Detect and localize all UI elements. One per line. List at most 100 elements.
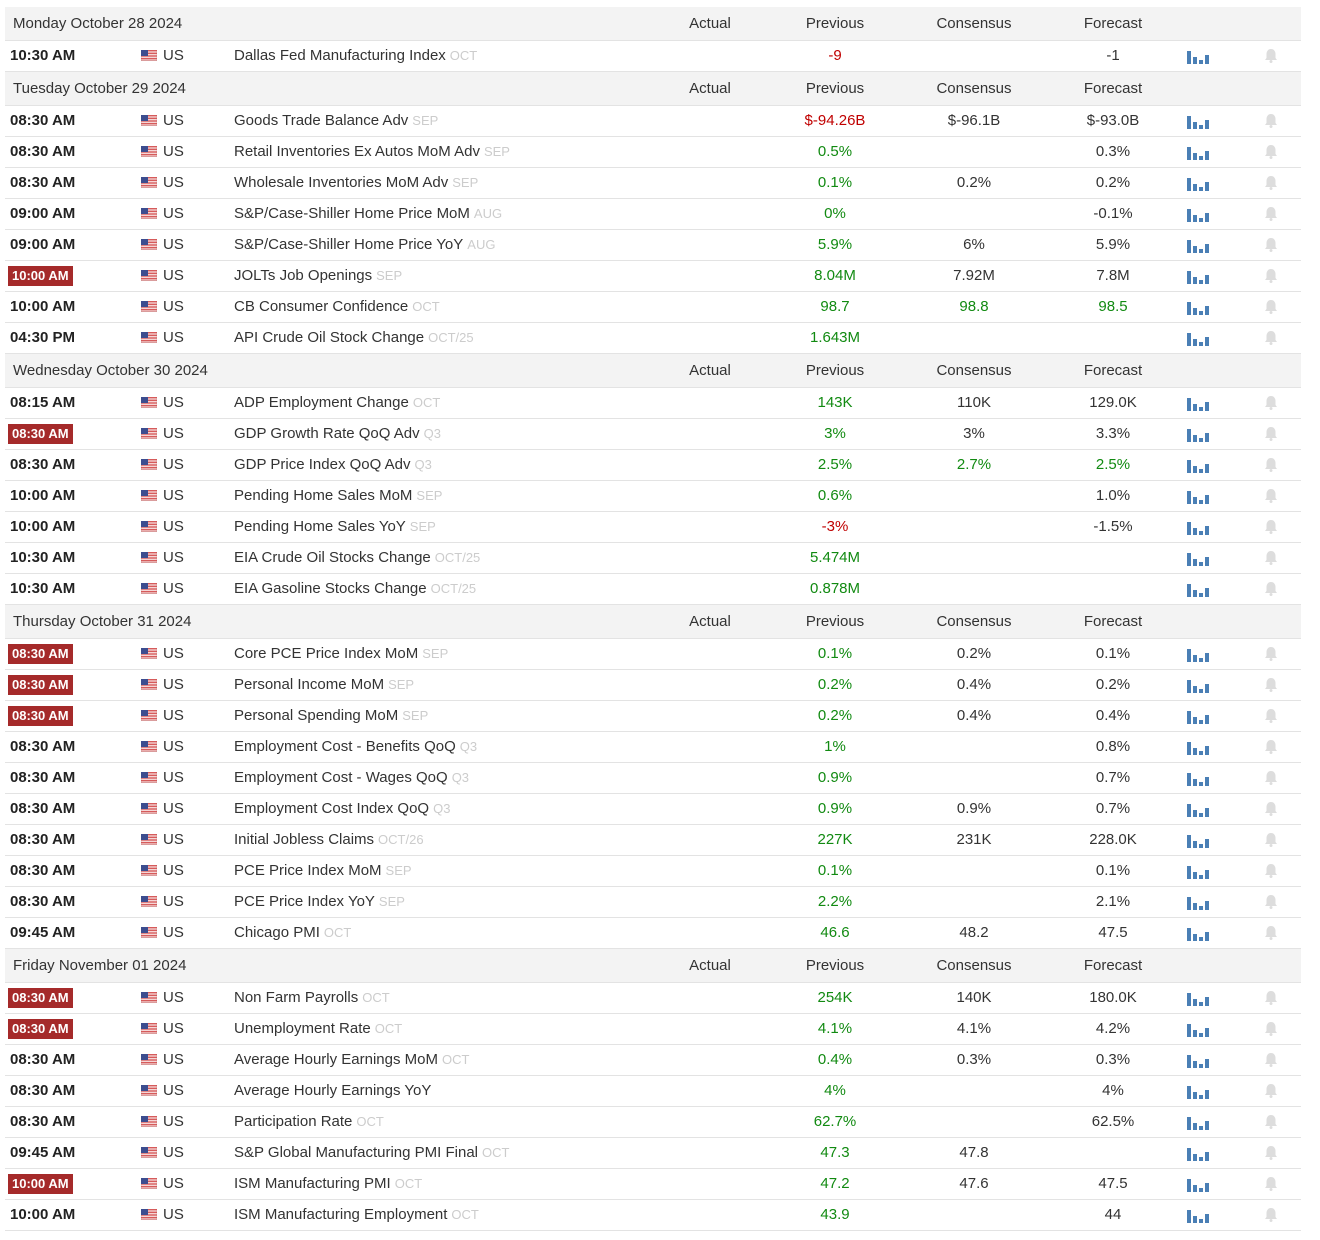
previous-value: 254K [817, 989, 853, 1006]
sparkline [1187, 491, 1209, 504]
event-period: Q3 [414, 457, 432, 472]
us-flag [141, 1147, 157, 1158]
event-row: 08:30 AM US Core PCE Price Index MoM SEP 0.1… [5, 639, 1301, 670]
column-header: Previous [805, 362, 865, 379]
event-time: 10:30 AM [10, 580, 76, 597]
event-row: 10:30 AM US Dallas Fed Manufacturing Index… [5, 41, 1301, 72]
column-header: Actual [689, 80, 731, 97]
forecast-value: -1.5% [1093, 518, 1133, 535]
event-title: API Crude Oil Stock Change [234, 329, 425, 346]
previous-value: 0.1% [817, 645, 853, 662]
event-name: GDP Growth Rate QoQ Adv Q3 [234, 419, 441, 449]
event-title: Non Farm Payrolls [234, 989, 359, 1006]
sparkline [1187, 333, 1209, 346]
alert-bell [1265, 1146, 1277, 1160]
forecast-value: 0.8% [1095, 738, 1131, 755]
previous-value: -3% [821, 518, 849, 535]
previous-value: 1% [824, 738, 846, 755]
country: US [163, 205, 184, 222]
day-title: Monday October 28 2024 [13, 15, 183, 32]
country: US [163, 394, 184, 411]
event-title: Dallas Fed Manufacturing Index [234, 47, 446, 64]
event-title: ISM Manufacturing PMI [234, 1175, 391, 1192]
forecast-value: 0.1% [1095, 862, 1131, 879]
event-name: PCE Price Index MoM SEP [234, 856, 412, 886]
country: US [163, 924, 184, 941]
us-flag [141, 1085, 157, 1096]
sparkline [1187, 460, 1209, 473]
event-period: Q3 [451, 770, 470, 785]
us-flag [141, 301, 157, 312]
event-name: Personal Income MoM SEP [234, 670, 414, 700]
day-header: Wednesday October 30 2024 Actual Previous C… [5, 354, 1301, 388]
column-header: Forecast [1083, 957, 1143, 974]
sparkline [1187, 178, 1209, 191]
event-period: OCT/25 [428, 330, 474, 345]
event-time: 10:30 AM [10, 47, 76, 64]
sparkline [1187, 429, 1209, 442]
event-name: Wholesale Inventories MoM Adv SEP [234, 168, 478, 198]
event-row: 08:30 AM US Average Hourly Earnings MoM OCT… [5, 1045, 1301, 1076]
event-title: Employment Cost Index QoQ [234, 800, 430, 817]
sparkline [1187, 1024, 1209, 1037]
previous-value: 227K [817, 831, 853, 848]
forecast-value: 47.5 [1098, 924, 1128, 941]
event-name: Employment Cost Index QoQ Q3 [234, 794, 450, 824]
alert-bell [1265, 740, 1277, 754]
country: US [163, 1175, 184, 1192]
alert-bell [1265, 1208, 1277, 1222]
sparkline [1187, 773, 1209, 786]
previous-value: 2.2% [817, 893, 853, 910]
column-header: Consensus [936, 15, 1012, 32]
event-row: 08:30 AM US Personal Spending MoM SEP 0.2% 0.… [5, 701, 1301, 732]
alert-bell [1265, 489, 1277, 503]
consensus-value: 2.7% [956, 456, 992, 473]
alert-bell [1265, 1084, 1277, 1098]
event-title: EIA Gasoline Stocks Change [234, 580, 427, 597]
alert-bell [1265, 396, 1277, 410]
event-time: 08:30 AM [10, 738, 76, 755]
forecast-value: 4.2% [1095, 1020, 1131, 1037]
event-title: CB Consumer Confidence [234, 298, 409, 315]
us-flag [141, 208, 157, 219]
forecast-value: 3.3% [1095, 425, 1131, 442]
alert-bell [1265, 802, 1277, 816]
event-title: Goods Trade Balance Adv [234, 112, 409, 129]
day-header: Monday October 28 2024 Actual Previous Cons… [5, 7, 1301, 41]
column-header: Consensus [936, 362, 1012, 379]
sparkline [1187, 116, 1209, 129]
previous-value: 98.7 [820, 298, 850, 315]
country: US [163, 1020, 184, 1037]
event-period: SEP [376, 268, 403, 283]
event-title: S&P Global Manufacturing PMI Final [234, 1144, 479, 1161]
column-header: Forecast [1083, 362, 1143, 379]
alert-bell [1265, 833, 1277, 847]
country: US [163, 707, 184, 724]
event-time: 09:45 AM [10, 924, 76, 941]
event-period: SEP [402, 708, 429, 723]
event-row: 10:00 AM US Pending Home Sales YoY SEP -3% -1… [5, 512, 1301, 543]
day-header: Thursday October 31 2024 Actual Previous Co… [5, 605, 1301, 639]
event-row: 08:30 AM US GDP Growth Rate QoQ Adv Q3 3% 3% 3… [5, 419, 1301, 450]
consensus-value: 47.6 [959, 1175, 989, 1192]
country: US [163, 676, 184, 693]
consensus-value: 47.8 [959, 1144, 989, 1161]
event-title: Pending Home Sales MoM [234, 487, 413, 504]
event-period: OCT [482, 1145, 510, 1160]
forecast-value: 4% [1102, 1082, 1124, 1099]
event-time: 10:30 AM [10, 549, 76, 566]
us-flag [141, 927, 157, 938]
sparkline [1187, 209, 1209, 222]
previous-value: 0.878M [809, 580, 861, 597]
consensus-value: 0.4% [956, 707, 992, 724]
event-row: 09:00 AM US S&P/Case-Shiller Home Price Mo… [5, 199, 1301, 230]
alert-bell [1265, 709, 1277, 723]
event-period: AUG [473, 206, 503, 221]
alert-bell [1265, 145, 1277, 159]
column-header: Previous [805, 15, 865, 32]
event-time: 08:30 AM [10, 769, 76, 786]
sparkline [1187, 711, 1209, 724]
event-period: SEP [385, 863, 412, 878]
alert-bell [1265, 207, 1277, 221]
us-flag [141, 332, 157, 343]
